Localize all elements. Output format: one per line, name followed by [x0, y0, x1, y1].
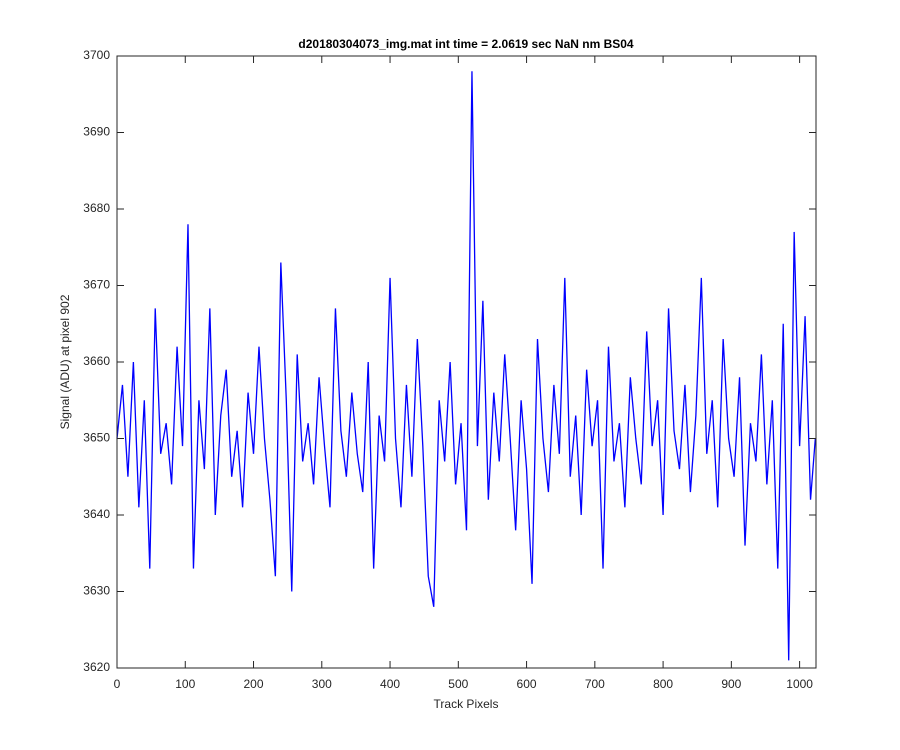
- x-axis-label: Track Pixels: [434, 697, 499, 711]
- y-tick-label: 3700: [83, 48, 110, 62]
- y-axis-label: Signal (ADU) at pixel 902: [58, 294, 72, 429]
- y-tick-label: 3630: [83, 584, 110, 598]
- x-tick-label: 1000: [786, 677, 813, 691]
- x-tick-label: 900: [721, 677, 741, 691]
- x-tick-label: 200: [244, 677, 264, 691]
- y-tick-label: 3640: [83, 507, 110, 521]
- x-tick-label: 400: [380, 677, 400, 691]
- y-tick-label: 3690: [83, 125, 110, 139]
- x-tick-label: 0: [114, 677, 121, 691]
- y-tick-label: 3670: [83, 278, 110, 292]
- x-tick-label: 300: [312, 677, 332, 691]
- y-tick-label: 3680: [83, 201, 110, 215]
- x-tick-label: 500: [448, 677, 468, 691]
- x-tick-label: 700: [585, 677, 605, 691]
- y-tick-label: 3650: [83, 431, 110, 445]
- x-tick-label: 100: [175, 677, 195, 691]
- data-line: [116, 71, 816, 661]
- y-tick-label: 3660: [83, 354, 110, 368]
- y-tick-label: 3620: [83, 660, 110, 674]
- x-tick-label: 600: [517, 677, 537, 691]
- x-tick-label: 800: [653, 677, 673, 691]
- chart-title: d20180304073_img.mat int time = 2.0619 s…: [298, 37, 634, 51]
